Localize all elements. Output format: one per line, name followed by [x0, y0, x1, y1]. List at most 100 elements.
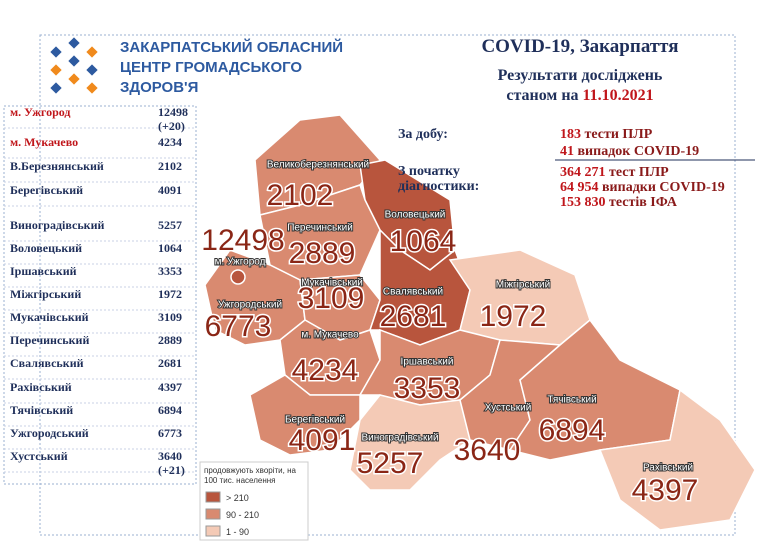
region-label: Рахівський [643, 463, 693, 474]
region-value: 2889 [289, 237, 356, 270]
stats-label: З початку [398, 164, 460, 179]
stat-text: випадки COVID-19 [602, 180, 725, 195]
region-value: 4091 [289, 424, 356, 457]
region-value: 3109 [298, 282, 365, 315]
row-name: м. Ужгород [10, 105, 70, 119]
row-value: 3109 [158, 310, 182, 324]
stat-number: 64 954 [560, 180, 599, 195]
region-label: Міжгірський [496, 280, 550, 291]
row-name: Воловецький [10, 241, 82, 255]
region-label: м. Ужгород [215, 257, 266, 268]
map: Великоберезнянський 2102 Воловецький 1064 Пе… [200, 114, 756, 531]
row-value: 1064 [158, 241, 182, 255]
row-name: Берегівський [10, 183, 83, 197]
org-line: ЗДОРОВ'Я [120, 79, 198, 96]
row-name: Хустський [10, 449, 68, 463]
row-value: 4397 [158, 380, 182, 394]
stat-text: тести ПЛР [585, 127, 653, 142]
table: м. Ужгород 12498(+20) м. Мукачево 4234 В.Бер… [3, 105, 197, 485]
logo-dot [68, 73, 80, 85]
logo-dot [68, 55, 80, 67]
row-name: Мукачівський [10, 310, 89, 324]
row-name: Перечинський [10, 333, 89, 347]
row-name: Рахівський [10, 380, 72, 394]
logo [50, 37, 98, 94]
row-name: Тячівський [10, 403, 73, 417]
date: 11.10.2021 [583, 87, 654, 104]
row-name: Виноградівський [10, 218, 104, 232]
region-label: Мукачівський [301, 278, 363, 289]
region-label: Виноградівський [361, 433, 438, 444]
region-value: 3640 [454, 434, 521, 467]
frame [39, 34, 736, 536]
row-value: 5257 [158, 218, 182, 232]
legend-item: 1 - 90 [226, 527, 249, 537]
region-label: Свалявський [383, 287, 443, 298]
row-name: Свалявський [10, 356, 84, 370]
region-value: 1972 [480, 300, 547, 333]
region-value: 3353 [394, 372, 461, 405]
stat-line: 41 випадок COVID-19 [560, 144, 699, 159]
stat-line: 153 830 тестів ІФА [560, 195, 678, 210]
logo-dot [50, 64, 62, 76]
region-value: 12498 [201, 224, 284, 257]
row-value: 12498 [158, 105, 188, 119]
stats-label: За добу: [398, 127, 448, 142]
row-name: В.Березнянський [10, 159, 104, 173]
table-frame [3, 105, 197, 485]
date-prefix: станом на [506, 87, 578, 104]
stat-text: випадок COVID-19 [578, 144, 700, 159]
region-value: 4397 [632, 474, 699, 507]
logo-dot [86, 82, 98, 94]
stat-text: тест ПЛР [609, 165, 669, 180]
region-value: 2102 [267, 179, 334, 212]
region-value: 5257 [357, 447, 424, 480]
stats-label: діагностики: [398, 179, 479, 194]
org-line: ЗАКАРПАТСЬКИЙ ОБЛАСНИЙ [120, 38, 343, 56]
row-value: 4091 [158, 183, 182, 197]
region-value: 2681 [380, 300, 447, 333]
logo-dot [86, 64, 98, 76]
legend-item: 90 - 210 [226, 510, 259, 520]
row-name: Іршавський [10, 264, 77, 278]
row-value: 6894 [158, 403, 182, 417]
region-value: 6773 [205, 310, 272, 343]
org-line: ЦЕНТР ГРОМАДСЬКОГО [120, 59, 302, 76]
row-delta: (+20) [158, 119, 185, 133]
row-value: 3353 [158, 264, 182, 278]
title: COVID-19, Закарпаття [481, 36, 678, 57]
legend-swatch [205, 491, 221, 503]
row-value: 1972 [158, 287, 182, 301]
region-value: 4234 [292, 354, 359, 387]
region-label: Воловецький [385, 210, 446, 221]
region-value: 6894 [539, 414, 606, 447]
stat-text: тестів ІФА [609, 195, 678, 210]
region-label: Ужгородський [218, 300, 282, 311]
region [598, 388, 756, 531]
city [230, 269, 246, 285]
stat-line: 364 271 тест ПЛР [560, 165, 669, 180]
row-value: 2102 [158, 159, 182, 173]
logo-dot [68, 37, 80, 49]
logo-dot [50, 82, 62, 94]
row-value: 4234 [158, 135, 182, 149]
subtitle: Результати досліджень [498, 67, 663, 84]
region-label: м. Мукачево [301, 330, 359, 341]
region-label: Великоберезнянський [267, 159, 369, 171]
stat-number: 364 271 [560, 165, 606, 180]
legend-swatch [205, 508, 221, 520]
legend-swatch [205, 525, 221, 537]
logo-dot [50, 46, 62, 58]
stat-line: 64 954 випадки COVID-19 [560, 180, 725, 195]
region-value: 1064 [390, 225, 457, 258]
row-value: 6773 [158, 426, 182, 440]
stat-number: 183 [560, 127, 581, 142]
legend-title: продовжують хворіти, на [204, 466, 296, 475]
logo-dot [86, 46, 98, 58]
row-name: м. Мукачево [10, 135, 78, 149]
region-label: Берегівський [285, 415, 345, 426]
legend-item: > 210 [226, 493, 249, 503]
date-line: станом на 11.10.2021 [506, 87, 653, 104]
legend-title: 100 тис. населення [204, 476, 275, 485]
